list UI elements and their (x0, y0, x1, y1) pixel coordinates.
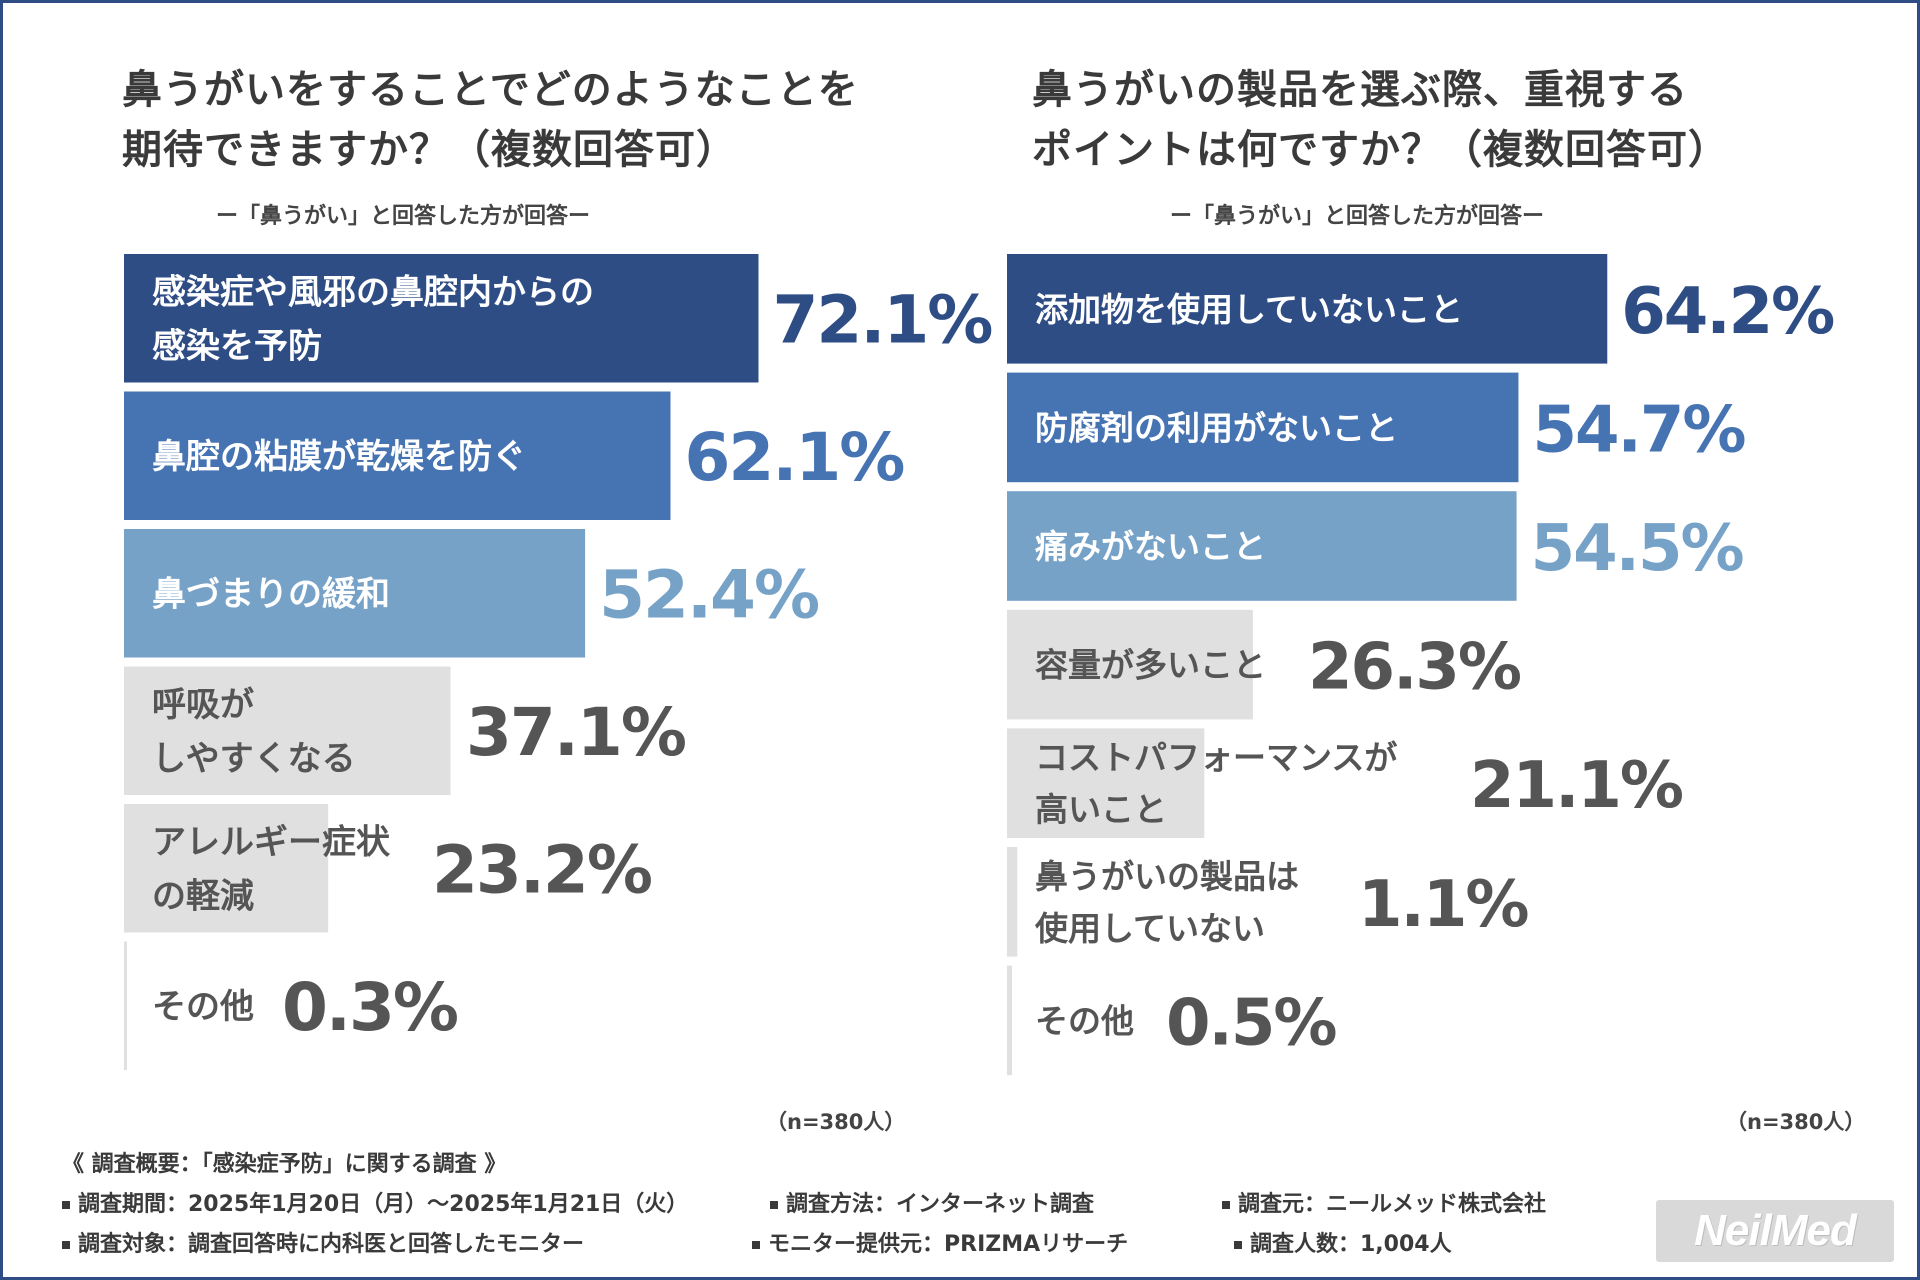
right-bar-group-6: その他 0.5% (1007, 965, 1338, 1076)
right-value-label-0: 64.2% (1621, 275, 1834, 349)
right-bar-4 (1007, 728, 1205, 838)
left-value-label-0: 72.1% (772, 281, 992, 358)
right-bar-6 (1007, 965, 1012, 1076)
left-category-label-3: 呼吸がしやすくなる (152, 685, 356, 779)
right-bar-chart: 添加物を使用していないこと 64.2% 防腐剤の利用がないこと 54.7% 痛みがないこ… (1007, 254, 1836, 1076)
bullet-icon (770, 1201, 778, 1209)
right-bar-1 (1007, 372, 1519, 483)
left-bar-4 (124, 804, 329, 933)
right-category-label-2: 痛みがないこと (1035, 527, 1266, 566)
right-bar-group-2: 痛みがないこと 54.5% (1007, 491, 1745, 601)
right-category-label-5: 鼻うがいの製品は使用していない (1035, 857, 1299, 948)
left-category-label-5: その他 (152, 987, 254, 1027)
right-bar-group-1: 防腐剤の利用がないこと 54.7% (1007, 372, 1747, 483)
left-bar-chart: 感染症や風邪の鼻腔内からの感染を予防 72.1%鼻腔の粘膜が乾燥を防ぐ 62.1%鼻… (124, 254, 994, 1070)
survey-target: 調査対象：調査回答時に内科医と回答したモニター (62, 1226, 584, 1258)
left-category-label-2: 鼻づまりの緩和 (152, 574, 390, 614)
right-value-label-6: 0.5% (1166, 986, 1336, 1060)
survey-period: 調査期間：2025年1月20日（月）～2025年1月21日（火） (62, 1186, 688, 1218)
left-category-label-0: 感染症や風邪の鼻腔内からの感染を予防 (152, 272, 594, 366)
left-bar-0 (124, 254, 759, 383)
bullet-icon (62, 1201, 70, 1209)
left-bar-group-4: アレルギー症状の軽減 23.2% (124, 804, 654, 933)
survey-source: 調査元：ニールメッド株式会社 (1222, 1186, 1546, 1218)
right-category-label-1: 防腐剤の利用がないこと (1035, 408, 1398, 447)
neilmed-logo: NeilMed (1656, 1200, 1894, 1262)
right-bar-group-3: 容量が多いこと 26.3% (1007, 609, 1523, 720)
left-bar-5 (124, 941, 127, 1070)
right-bar-group-5: 鼻うがいの製品は使用していない 1.1% (1007, 847, 1530, 957)
right-value-label-2: 54.5% (1531, 512, 1744, 586)
left-bar-group-0: 感染症や風邪の鼻腔内からの感染を予防 72.1% (124, 254, 994, 383)
left-chart-title: 鼻うがいをすることでどのようなことを 期待できますか？（複数回答可） (122, 67, 859, 173)
left-category-label-1: 鼻腔の粘膜が乾燥を防ぐ (152, 437, 526, 477)
right-category-label-6: その他 (1035, 1001, 1134, 1040)
right-bar-group-4: コストパフォーマンスが高いこと 21.1% (1007, 728, 1685, 838)
right-chart-title: 鼻うがいの製品を選ぶ際、重視する ポイントは何ですか？（複数回答可） (1032, 67, 1729, 173)
left-value-label-3: 37.1% (466, 694, 686, 771)
right-bar-0 (1007, 254, 1608, 364)
left-value-label-4: 23.2% (432, 831, 652, 908)
survey-overview: 《 調査概要：「感染症予防」に関する調査 》 調査期間：2025年1月20日（月… (0, 1140, 1920, 1280)
survey-count: 調査人数：1,004人 (1234, 1226, 1452, 1258)
right-category-label-3: 容量が多いこと (1035, 646, 1266, 685)
survey-source-text: 調査元：ニールメッド株式会社 (1238, 1192, 1547, 1217)
left-bar-group-5: その他 0.3% (124, 941, 460, 1070)
left-bar-group-3: 呼吸がしやすくなる 37.1% (124, 666, 688, 795)
right-chart-panel: 鼻うがいの製品を選ぶ際、重視する ポイントは何ですか？（複数回答可） ー「鼻うが… (960, 0, 1920, 1140)
right-bar-group-0: 添加物を使用していないこと 64.2% (1007, 254, 1836, 364)
right-chart-subtitle: ー「鼻うがい」と回答した方が回答ー (1170, 204, 1545, 229)
survey-period-text: 調査期間：2025年1月20日（月）～2025年1月21日（火） (78, 1192, 689, 1217)
survey-method-text: 調査方法：インターネット調査 (786, 1192, 1095, 1217)
left-bar-1 (124, 391, 671, 520)
survey-provider: モニター提供元：PRIZMAリサーチ (752, 1226, 1128, 1258)
bullet-icon (62, 1241, 70, 1249)
left-sample-size: （n=380人） (766, 1110, 906, 1134)
left-bar-2 (124, 529, 586, 658)
survey-provider-text: モニター提供元：PRIZMAリサーチ (768, 1232, 1129, 1257)
survey-count-text: 調査人数：1,004人 (1250, 1232, 1452, 1257)
right-category-label-4: コストパフォーマンスが高いこと (1035, 738, 1397, 829)
right-value-label-3: 26.3% (1308, 631, 1521, 705)
left-value-label-1: 62.1% (684, 419, 904, 496)
left-value-label-2: 52.4% (599, 556, 819, 633)
right-category-label-0: 添加物を使用していないこと (1035, 290, 1463, 329)
survey-method: 調査方法：インターネット調査 (770, 1186, 1094, 1218)
right-value-label-5: 1.1% (1358, 868, 1528, 942)
survey-target-text: 調査対象：調査回答時に内科医と回答したモニター (78, 1232, 585, 1257)
right-bar-5 (1007, 847, 1018, 957)
right-bar-2 (1007, 491, 1517, 601)
survey-overview-title: 《 調査概要：「感染症予防」に関する調査 》 (62, 1152, 507, 1177)
right-value-label-1: 54.7% (1532, 393, 1745, 467)
left-category-label-4: アレルギー症状の軽減 (152, 822, 391, 916)
right-value-label-4: 21.1% (1470, 749, 1683, 823)
left-chart-subtitle: ー「鼻うがい」と回答した方が回答ー (216, 204, 591, 229)
left-chart-panel: 鼻うがいをすることでどのようなことを 期待できますか？（複数回答可） ー「鼻うが… (0, 0, 994, 1140)
bullet-icon (1234, 1241, 1242, 1249)
bullet-icon (1222, 1201, 1230, 1209)
bullet-icon (752, 1241, 760, 1249)
left-bar-group-1: 鼻腔の粘膜が乾燥を防ぐ 62.1% (124, 391, 906, 520)
right-sample-size: （n=380人） (1726, 1110, 1866, 1134)
left-value-label-5: 0.3% (282, 969, 458, 1046)
left-bar-group-2: 鼻づまりの緩和 52.4% (124, 529, 821, 658)
right-bar-3 (1007, 609, 1253, 720)
neilmed-logo-text: NeilMed (1694, 1206, 1857, 1255)
left-bar-3 (124, 666, 451, 795)
